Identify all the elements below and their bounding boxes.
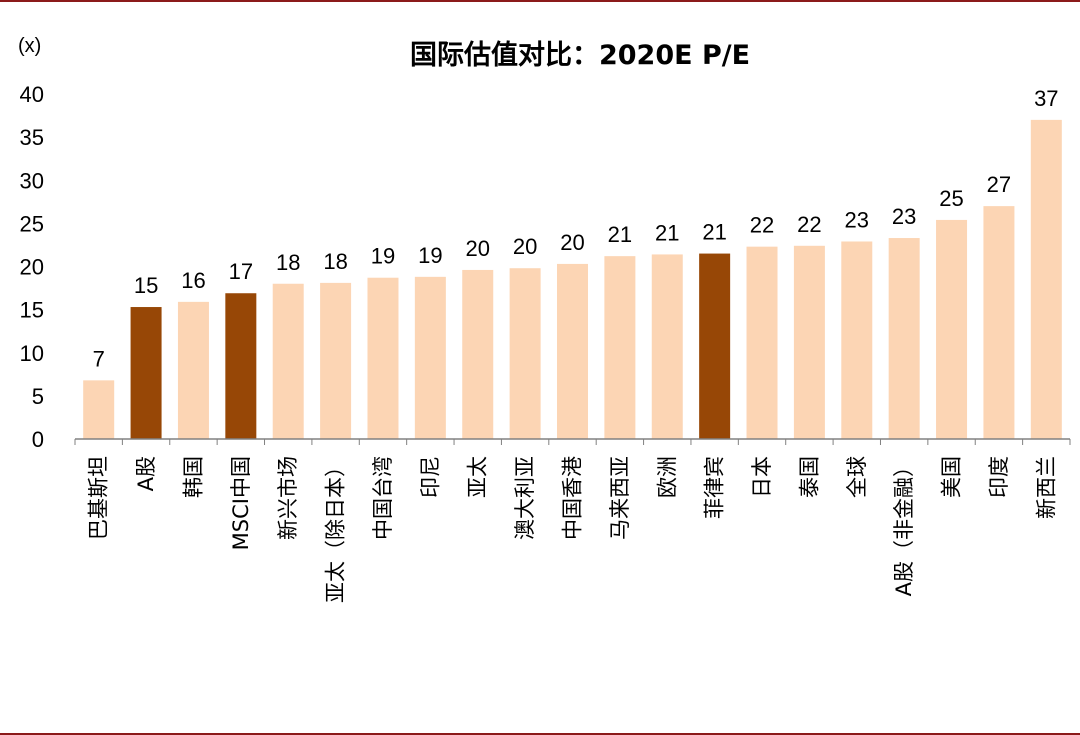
bar: [462, 269, 494, 439]
y-tick-label: 30: [20, 168, 44, 193]
category-label: 亚太: [466, 456, 490, 498]
data-label: 21: [608, 222, 632, 247]
category-label: 亚太（除日本）: [324, 456, 348, 603]
bar-highlight: [130, 307, 162, 439]
y-tick-label: 40: [20, 82, 44, 107]
bar: [841, 241, 873, 439]
category-label: 澳大利亚: [513, 456, 537, 540]
y-tick-label: 15: [20, 298, 44, 323]
data-label: 18: [323, 249, 347, 274]
top-border: [0, 0, 1080, 2]
bars-group: [83, 119, 1062, 439]
bar: [414, 276, 446, 439]
data-labels-group: 7 15 16 17 18 18 19 19 20 20 20 21 21 21 22 22 23 23 25 27 3…: [93, 86, 1059, 371]
data-label: 27: [987, 172, 1011, 197]
bar: [177, 301, 209, 439]
y-axis-ticks: 0 5 10 15 20 25 30 35 40: [20, 82, 44, 452]
bar: [272, 283, 304, 439]
data-label: 20: [465, 236, 489, 261]
y-tick-label: 35: [20, 125, 44, 150]
chart-title: 国际估值对比：2020E P/E: [410, 40, 750, 71]
category-label: 泰国: [797, 456, 821, 498]
category-label: A股（非金融）: [892, 456, 916, 596]
bar: [793, 245, 825, 439]
data-label: 25: [939, 186, 963, 211]
category-label: 新兴市场: [276, 456, 300, 540]
bar: [557, 263, 588, 439]
bar-highlight: [699, 253, 731, 439]
category-label: 印尼: [418, 456, 442, 498]
y-tick-label: 20: [20, 255, 44, 280]
y-tick-label: 5: [32, 384, 44, 409]
category-label: 中国香港: [561, 456, 585, 540]
category-label: 韩国: [181, 456, 205, 498]
category-label: 中国台湾: [371, 456, 395, 540]
data-label: 19: [371, 244, 395, 269]
category-label: A股: [134, 456, 158, 491]
category-label: 巴基斯坦: [87, 456, 111, 540]
bottom-border: [0, 733, 1080, 735]
bar: [888, 238, 920, 439]
data-label: 15: [134, 273, 158, 298]
y-tick-label: 0: [32, 427, 44, 452]
data-label: 22: [750, 213, 774, 238]
bar: [983, 206, 1015, 439]
data-label: 16: [181, 268, 205, 293]
bar: [1030, 119, 1062, 439]
bar: [651, 254, 683, 439]
y-tick-label: 25: [20, 211, 44, 236]
data-label: 17: [229, 259, 253, 284]
y-axis-unit: (x): [18, 35, 41, 57]
bar: [604, 256, 636, 439]
data-label: 37: [1034, 86, 1058, 111]
data-label: 7: [93, 346, 105, 371]
category-label: 马来西亚: [608, 456, 632, 540]
bar-highlight: [225, 293, 257, 439]
category-labels-group: 巴基斯坦 A股 韩国 MSCI中国 新兴市场 亚太（除日本） 中国台湾 印尼 亚太 澳大利亚 中国香…: [87, 456, 1059, 603]
category-label: 新西兰: [1034, 456, 1058, 519]
data-label: 18: [276, 250, 300, 275]
data-label: 21: [702, 220, 726, 245]
data-label: 20: [513, 234, 537, 259]
bar: [936, 219, 968, 439]
bar: [320, 282, 352, 439]
data-label: 20: [560, 230, 584, 255]
data-label: 22: [797, 212, 821, 237]
bar: [367, 277, 399, 439]
data-label: 21: [655, 220, 679, 245]
data-label: 23: [892, 204, 916, 229]
category-label: 日本: [750, 456, 774, 498]
bar: [509, 268, 541, 439]
data-label: 23: [845, 207, 869, 232]
x-axis-ticks: [74, 439, 1071, 445]
category-label: 全球: [845, 456, 869, 498]
category-label: 欧洲: [655, 456, 679, 498]
category-label: 印度: [987, 456, 1011, 498]
category-label: MSCI中国: [229, 456, 253, 550]
bar: [746, 246, 778, 439]
y-tick-label: 10: [20, 341, 44, 366]
category-label: 美国: [940, 456, 964, 498]
data-label: 19: [418, 243, 442, 268]
category-label: 菲律宾: [703, 456, 727, 519]
bar: [83, 380, 115, 439]
